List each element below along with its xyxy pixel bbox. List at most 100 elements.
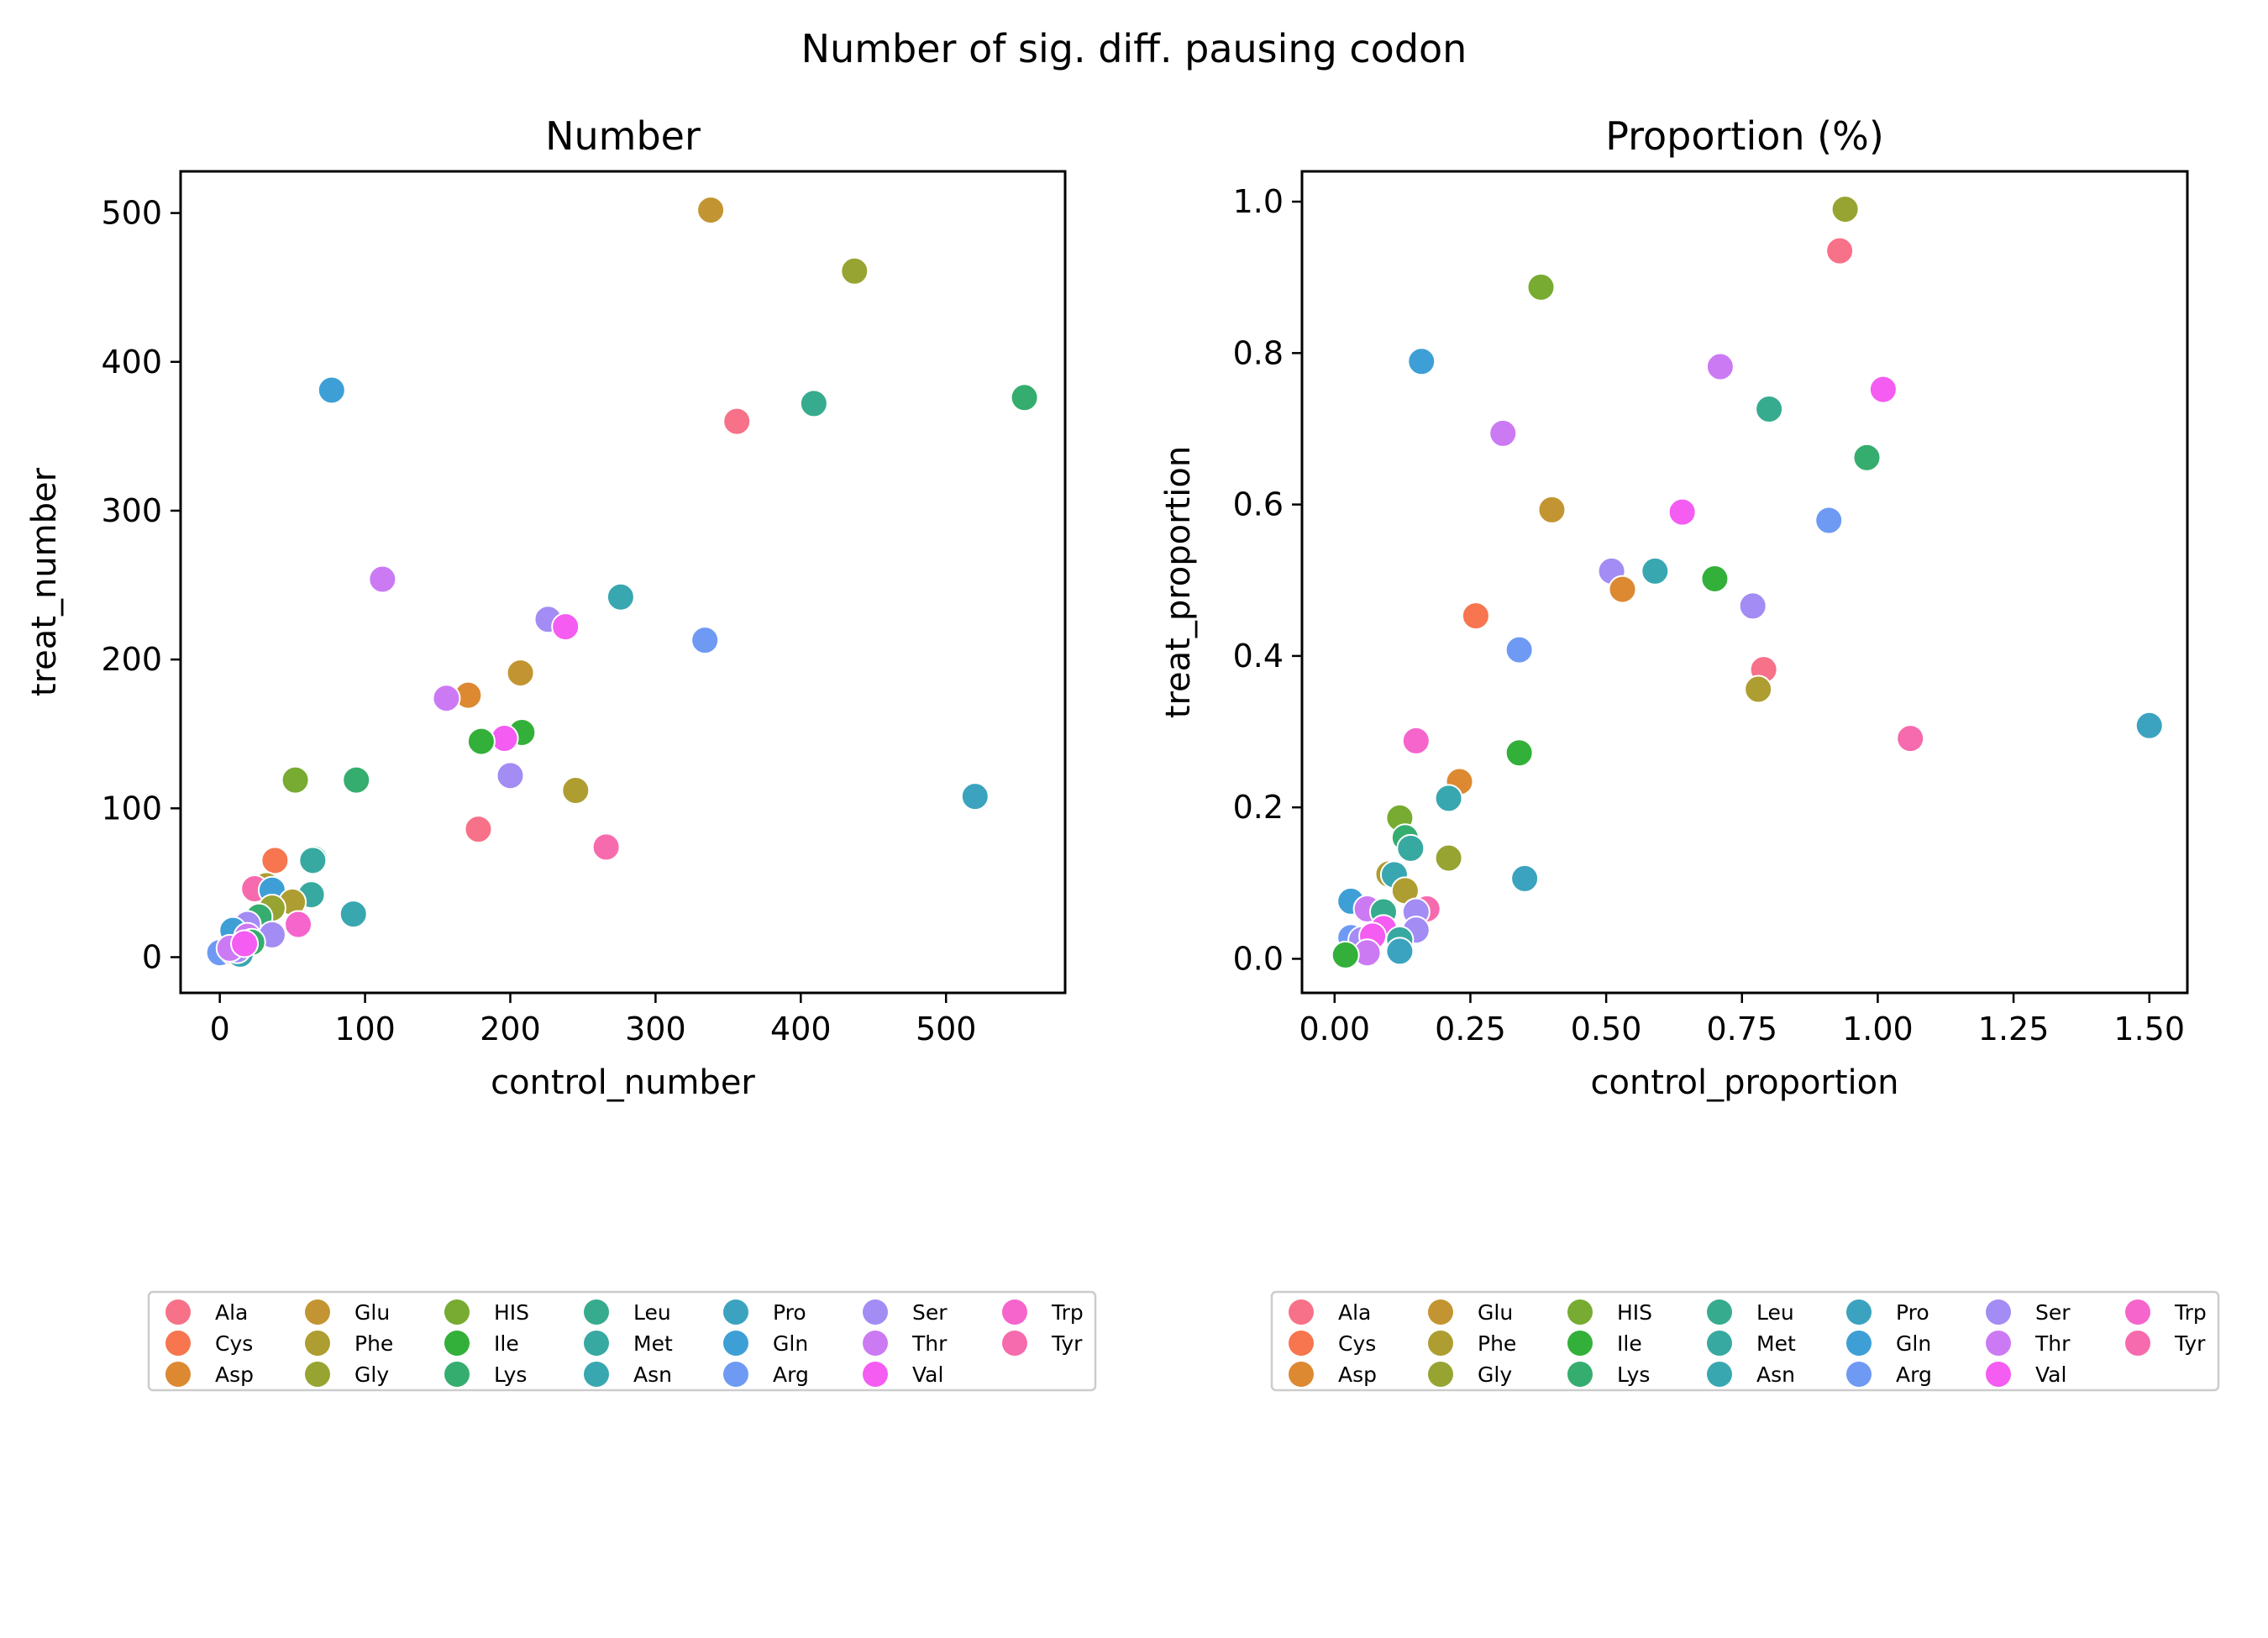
number-legend: Ala Cys Asp Glu Phe Gly HIS Ile Lys Leu Met Asn Pro G… [147,1290,1097,1392]
legend-swatch-lys [1567,1362,1593,1387]
x-tick-label: 100 [334,1011,396,1047]
data-point-tyr [591,832,621,862]
data-point-ser [1738,591,1767,621]
data-point-glu [506,659,535,688]
x-tick-label: 1.50 [2113,1011,2185,1047]
legend-swatch-met [584,1331,609,1356]
legend-label-lys: Lys [1617,1362,1650,1387]
data-point-gln [317,375,346,405]
number-panel: Number 0 100 200 300 400 500 0 100 200 300 400 500 co… [25,113,1067,1102]
data-point-cys [1461,601,1490,631]
legend-label-ile: Ile [1617,1331,1642,1356]
data-point-val [1667,497,1697,527]
x-axis-label: control_proportion [1590,1063,1898,1102]
legend-swatch-leu [584,1299,609,1325]
data-point-leu [1755,395,1784,424]
x-tick-label: 500 [916,1011,977,1047]
legend-swatch-phe [305,1331,330,1356]
legend-swatch-pro [723,1299,748,1325]
data-point-val [551,612,580,642]
data-point-asp [1608,575,1637,604]
data-point-leu [799,389,828,418]
legend-swatch-gly [1428,1362,1453,1387]
data-point-glu [696,196,726,225]
y-tick-label: 0.6 [1233,486,1284,523]
data-point-gly [840,256,869,286]
legend-swatch-tyr [2125,1331,2150,1356]
data-point-trp [284,910,313,939]
legend-swatch-asn [584,1362,609,1387]
plot-area-frame [1300,170,2189,995]
legend-swatch-met [1707,1331,1732,1356]
data-point-thr [368,564,397,594]
data-point-pro [960,782,990,811]
legend-label-arg: Arg [773,1362,809,1387]
data-point-pro [2134,711,2164,740]
data-point-asn [1641,556,1670,585]
data-point-trp [1401,726,1431,755]
data-point-thr [432,684,461,713]
legend-swatch-asp [1289,1362,1314,1387]
legend-label-thr: Thr [2034,1331,2071,1356]
data-point-met [298,846,328,875]
legend-swatch-leu [1707,1299,1732,1325]
y-axis-label: treat_proportion [1159,446,1198,718]
legend-swatch-ala [165,1299,191,1325]
panel-title: Proportion (%) [1605,113,1884,159]
data-point-glu [1537,495,1567,524]
legend-label-met: Met [633,1331,673,1356]
data-point-ala [464,815,493,844]
y-tick-label: 500 [101,195,162,232]
legend-label-trp: Trp [1051,1300,1084,1325]
legend-label-asp: Asp [1338,1362,1377,1387]
data-point-asn [1434,784,1463,813]
data-point-his [1526,272,1556,302]
data-point-arg [1814,506,1844,535]
proportion-legend: Ala Cys Asp Glu Phe Gly HIS Ile Lys Leu Met Asn Pro G… [1270,1290,2220,1392]
y-tick-label: 0.0 [1233,940,1284,977]
legend-swatch-gly [305,1362,330,1387]
figure-suptitle: Number of sig. diff. pausing codon [801,26,1467,71]
x-tick-label: 400 [770,1011,832,1047]
proportion-panel: Proportion (%) 0.00 0.25 0.50 0.75 1.00 1.25 1.… [1159,113,2189,1102]
legend-label-his: HIS [1617,1300,1652,1325]
legend-swatch-cys [1289,1331,1314,1356]
legend-label-gly: Gly [1478,1362,1512,1387]
data-point-asn [339,900,368,929]
legend-swatch-tyr [1002,1331,1027,1356]
data-point-thr [1488,418,1518,448]
data-point-tyr [1896,724,1925,753]
legend-swatch-ser [1986,1299,2011,1325]
data-point-ile [1700,564,1730,593]
plot-area-frame [179,170,1067,995]
legend-swatch-lys [444,1362,470,1387]
legend-swatch-gln [1846,1331,1872,1356]
legend-label-trp: Trp [2174,1300,2207,1325]
x-tick-label: 0.50 [1571,1011,1642,1047]
data-point-cys [260,846,290,875]
legend-swatch-glu [1428,1299,1453,1325]
legend-label-cys: Cys [1338,1331,1376,1356]
data-point-lys [1852,443,1882,472]
legend-swatch-phe [1428,1331,1453,1356]
legend-label-phe: Phe [1478,1331,1516,1356]
legend-label-tyr: Tyr [2174,1331,2206,1356]
legend-label-val: Val [2035,1362,2066,1387]
legend-label-met: Met [1756,1331,1796,1356]
x-tick-label: 1.25 [1978,1011,2050,1047]
legend-label-asp: Asp [215,1362,254,1387]
data-point-arg [690,626,720,655]
data-point-pro [1385,937,1415,966]
legend-swatch-ile [444,1331,470,1356]
legend-frame [1270,1290,2220,1392]
legend-label-pro: Pro [773,1300,806,1325]
legend-label-ser: Ser [912,1300,948,1325]
legend-label-tyr: Tyr [1051,1331,1083,1356]
legend-label-ala: Ala [1338,1300,1371,1325]
y-tick-label: 0 [142,938,162,975]
data-point-ser [496,761,525,790]
panel-title: Number [545,113,701,159]
legend-label-gly: Gly [354,1362,389,1387]
x-tick-label: 0 [210,1011,230,1047]
